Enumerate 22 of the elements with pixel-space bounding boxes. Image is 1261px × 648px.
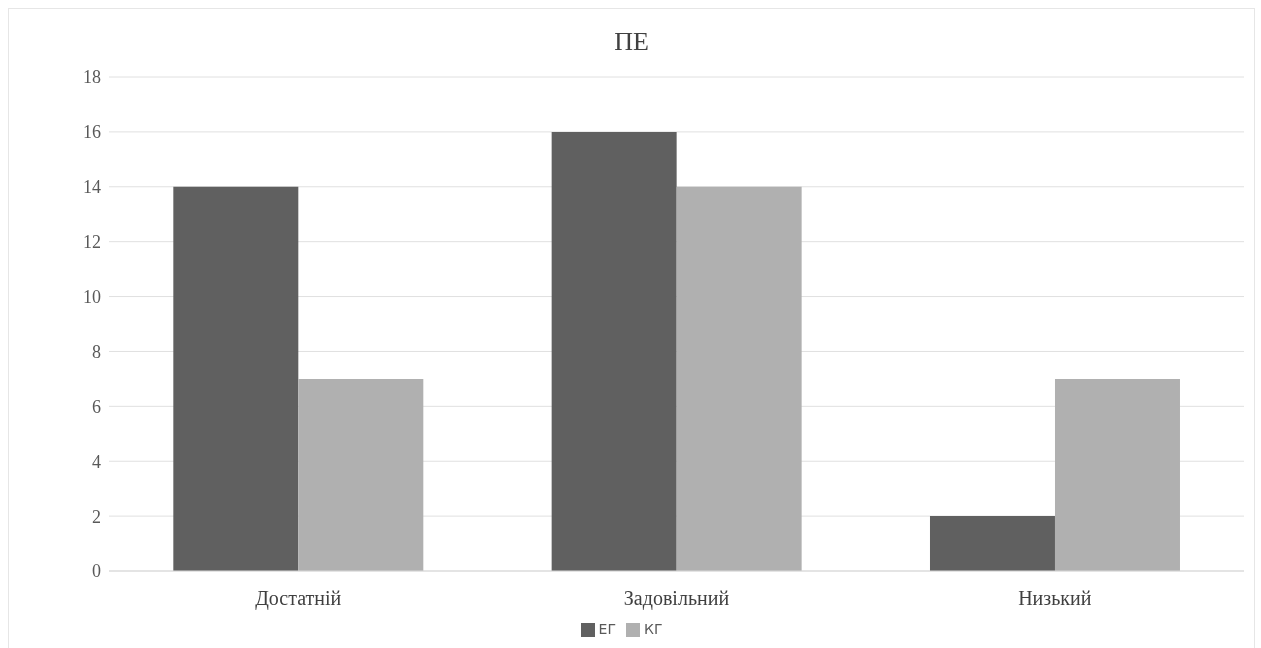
bar	[676, 186, 802, 571]
bar	[551, 131, 677, 571]
chart-title: ПЕ	[613, 26, 650, 58]
y-tick-label: 4	[92, 451, 101, 472]
y-tick-label: 8	[92, 341, 101, 362]
y-tick-label: 0	[92, 561, 101, 582]
y-tick-label: 16	[83, 122, 101, 143]
bar	[1054, 378, 1180, 571]
bar	[173, 186, 299, 571]
x-tick-label: Достатній	[255, 587, 342, 611]
legend-label: КГ	[643, 621, 663, 637]
legend-label: ЕГ	[598, 621, 616, 637]
x-tick-label: Задовільний	[623, 587, 730, 611]
y-tick-label: 18	[83, 67, 101, 88]
y-tick-label: 14	[83, 177, 101, 198]
y-tick-label: 2	[92, 506, 101, 527]
bar	[929, 516, 1055, 571]
y-tick-label: 12	[83, 232, 101, 253]
bar	[298, 378, 424, 571]
x-tick-label: Низький	[1018, 587, 1092, 610]
y-tick-label: 10	[83, 286, 101, 307]
y-tick-label: 6	[92, 396, 101, 417]
